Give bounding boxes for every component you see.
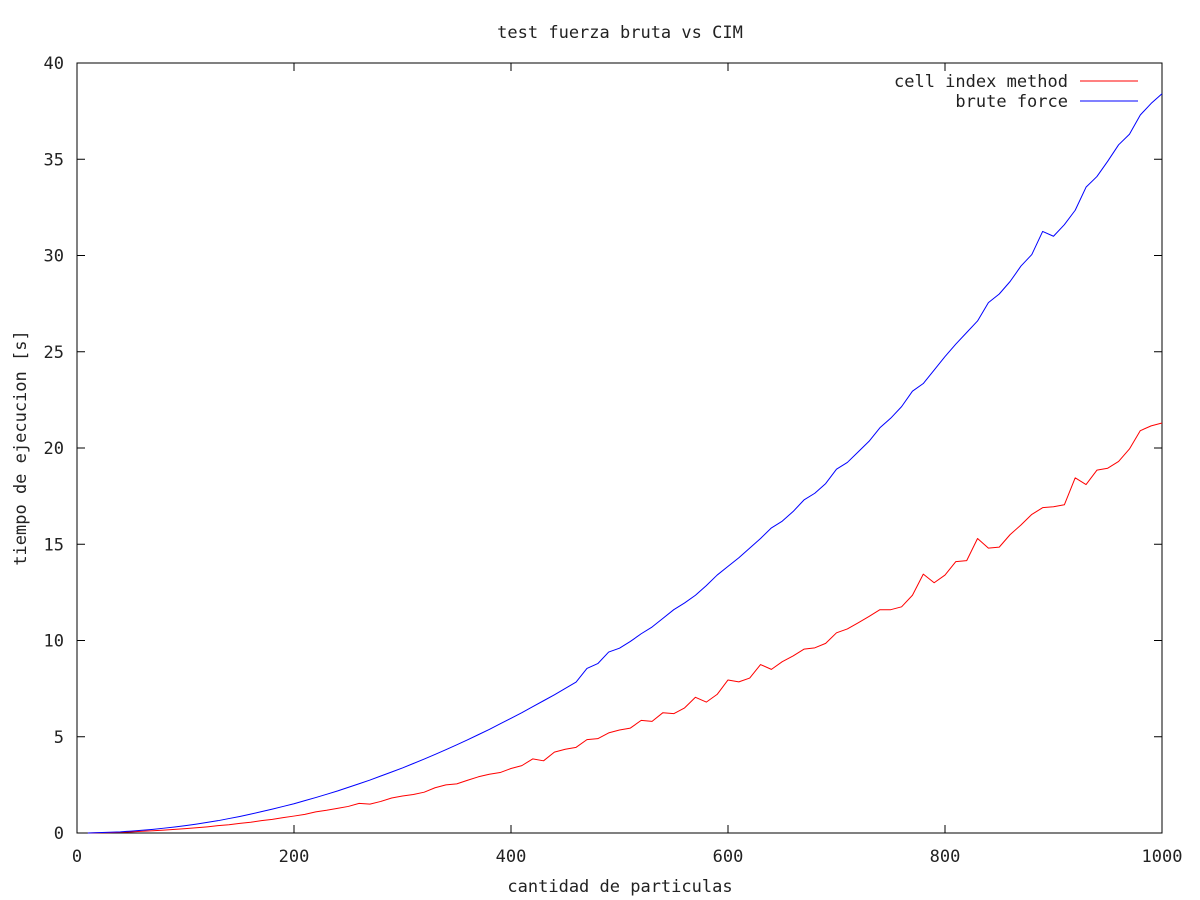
y-axis-label: tiempo de ejecucion [s] bbox=[11, 330, 31, 565]
x-tick-label: 0 bbox=[72, 847, 82, 867]
legend-label-cell-index-method: cell index method bbox=[894, 72, 1068, 92]
y-tick-label: 10 bbox=[44, 632, 64, 652]
y-tick-label: 5 bbox=[54, 728, 64, 748]
series-group bbox=[87, 93, 1163, 834]
series-line-brute-force bbox=[87, 93, 1163, 834]
y-tick-label: 15 bbox=[44, 535, 64, 555]
x-tick-label: 200 bbox=[279, 847, 310, 867]
legend-label-brute-force: brute force bbox=[955, 92, 1068, 112]
legend: cell index method brute force bbox=[894, 72, 1138, 112]
y-tick-label: 35 bbox=[44, 150, 64, 170]
y-tick-label: 20 bbox=[44, 439, 64, 459]
plot-frame bbox=[76, 62, 1163, 834]
x-tick-label: 1000 bbox=[1142, 847, 1183, 867]
ticks-group: 0 200 400 600 800 1000 0 5 10 15 20 25 30 35 40 bbox=[44, 54, 1183, 867]
x-tick-label: 400 bbox=[496, 847, 527, 867]
chart-title: test fuerza bruta vs CIM bbox=[497, 23, 743, 43]
y-tick-label: 40 bbox=[44, 54, 64, 74]
x-tick-label: 600 bbox=[713, 847, 744, 867]
x-tick-label: 800 bbox=[930, 847, 961, 867]
y-tick-label: 30 bbox=[44, 247, 64, 267]
y-tick-label: 0 bbox=[54, 824, 64, 844]
y-tick-label: 25 bbox=[44, 343, 64, 363]
series-line-cell-index-method bbox=[87, 422, 1163, 834]
x-axis-label: cantidad de particulas bbox=[507, 877, 732, 897]
